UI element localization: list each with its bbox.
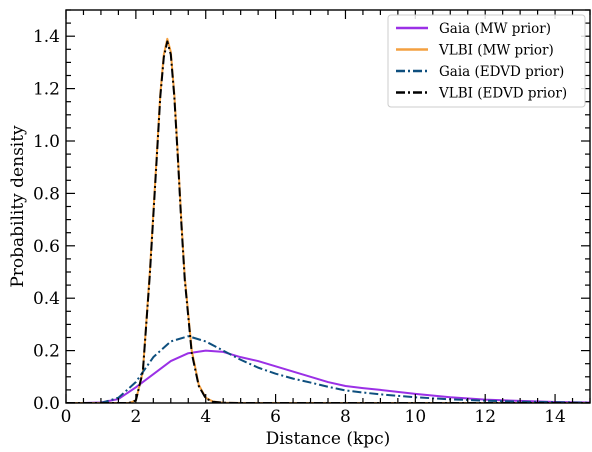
- y-axis-label: Probability density: [8, 125, 28, 288]
- y-tick-label: 0.0: [33, 394, 60, 414]
- x-tick-label: 0: [61, 407, 72, 427]
- legend-box: [387, 14, 586, 108]
- series-layer: [66, 37, 590, 403]
- x-tick-label: 14: [544, 407, 566, 427]
- x-axis-label: Distance (kpc): [266, 429, 391, 449]
- y-tick-label: 0.8: [33, 184, 60, 204]
- legend-entry-label: VLBI (MW prior): [438, 43, 554, 59]
- series-line-1: [66, 349, 590, 403]
- legend-entry-label: VLBI (EDVD prior): [438, 86, 567, 102]
- series-line-4: [66, 40, 590, 403]
- legend-entry-label: Gaia (EDVD prior): [439, 64, 564, 80]
- y-tick-label: 0.2: [33, 342, 60, 362]
- y-tick-label: 0.4: [33, 289, 60, 309]
- x-tick-label: 2: [130, 407, 141, 427]
- y-tick-label: 1.2: [33, 80, 60, 100]
- x-tick-label: 8: [340, 407, 351, 427]
- x-tick-label: 4: [200, 407, 211, 427]
- y-tick-label: 1.0: [33, 132, 60, 152]
- x-tick-label: 6: [270, 407, 281, 427]
- ticks-layer: 0 2 4 6 8 10 12 14 0.0 0.2 0.4 0.6 0.8 1.0 1.2 1.4: [33, 9, 591, 427]
- legend: Gaia (MW prior) VLBI (MW prior) Gaia (EDVD…: [387, 14, 586, 108]
- y-tick-label: 1.4: [33, 27, 60, 47]
- x-tick-label: 10: [405, 407, 427, 427]
- x-tick-label: 12: [474, 407, 496, 427]
- y-tick-label: 0.6: [33, 237, 60, 257]
- legend-entry-label: Gaia (MW prior): [439, 21, 551, 37]
